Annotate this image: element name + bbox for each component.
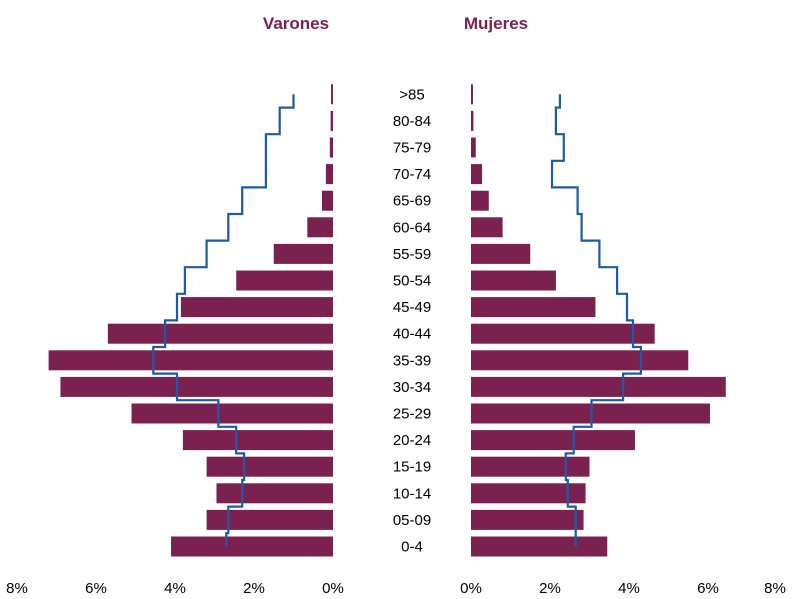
left-bars xyxy=(48,84,333,557)
bar-left-7074 xyxy=(325,164,333,185)
bar-right-2024 xyxy=(471,430,635,451)
bar-right-6064 xyxy=(471,217,503,238)
x-tick-left: 4% xyxy=(164,580,186,597)
bar-right-04 xyxy=(471,536,608,557)
bar-right-4549 xyxy=(471,297,596,318)
age-label: 20-24 xyxy=(393,432,431,449)
bar-left-5054 xyxy=(236,270,333,291)
age-label: >85 xyxy=(399,86,424,103)
bar-right-1519 xyxy=(471,456,590,477)
bar-left-85 xyxy=(331,84,333,105)
bar-left-4549 xyxy=(180,297,333,318)
age-label: 35-39 xyxy=(393,352,431,369)
x-tick-right: 0% xyxy=(460,580,482,597)
bar-left-2529 xyxy=(131,403,333,424)
age-label: 45-49 xyxy=(393,299,431,316)
age-labels: >85 80-84 75-79 70-74 65-69 60-64 55-59 50-54 45… xyxy=(393,86,431,555)
bar-right-6569 xyxy=(471,190,489,211)
x-tick-left: 8% xyxy=(6,580,28,597)
bar-left-6064 xyxy=(307,217,333,238)
bar-right-7579 xyxy=(471,137,476,158)
x-tick-right: 8% xyxy=(764,580,786,597)
age-label: 0-4 xyxy=(401,539,423,556)
bar-left-1519 xyxy=(206,456,333,477)
bar-left-4044 xyxy=(107,323,333,344)
bar-left-2024 xyxy=(182,430,333,451)
bar-left-04 xyxy=(171,536,333,557)
age-label: 70-74 xyxy=(393,166,431,183)
age-label: 60-64 xyxy=(393,219,431,236)
step-lines xyxy=(152,94,642,547)
bar-right-7074 xyxy=(471,164,483,185)
age-label: 30-34 xyxy=(393,379,431,396)
age-label: 40-44 xyxy=(393,326,431,343)
right-title: Mujeres xyxy=(464,14,528,33)
x-tick-left: 0% xyxy=(322,580,344,597)
age-label: 05-09 xyxy=(393,512,431,529)
bar-right-3034 xyxy=(471,376,726,397)
x-tick-right: 2% xyxy=(539,580,561,597)
bar-left-0509 xyxy=(206,509,333,530)
bar-left-7579 xyxy=(329,137,333,158)
age-label: 10-14 xyxy=(393,485,431,502)
bar-right-8084 xyxy=(471,110,474,131)
x-tick-right: 4% xyxy=(618,580,640,597)
age-label: 80-84 xyxy=(393,113,431,130)
age-label: 65-69 xyxy=(393,193,431,210)
age-label: 55-59 xyxy=(393,246,431,263)
bar-right-5054 xyxy=(471,270,556,291)
bar-left-1014 xyxy=(216,483,333,504)
step-line-right xyxy=(550,94,642,547)
bar-left-8084 xyxy=(330,110,333,131)
bar-right-0509 xyxy=(471,509,584,530)
bar-right-1014 xyxy=(471,483,586,504)
left-title: Varones xyxy=(263,14,329,33)
x-axis-ticks: 8% 6% 4% 2% 0% 0% 2% 4% 6% 8% xyxy=(6,580,786,597)
x-tick-left: 2% xyxy=(243,580,265,597)
age-label: 25-29 xyxy=(393,406,431,423)
bar-right-85 xyxy=(471,84,473,105)
bar-right-5559 xyxy=(471,243,531,264)
bar-left-5559 xyxy=(273,243,333,264)
bar-right-4044 xyxy=(471,323,655,344)
age-label: 15-19 xyxy=(393,459,431,476)
bar-left-3539 xyxy=(48,350,333,371)
bar-right-3539 xyxy=(471,350,689,371)
bar-left-6569 xyxy=(321,190,333,211)
bar-left-3034 xyxy=(60,376,333,397)
age-label: 50-54 xyxy=(393,273,431,290)
right-bars xyxy=(471,84,726,557)
x-tick-right: 6% xyxy=(697,580,719,597)
age-label: 75-79 xyxy=(393,140,431,157)
x-tick-left: 6% xyxy=(85,580,107,597)
step-line-left xyxy=(152,94,295,547)
